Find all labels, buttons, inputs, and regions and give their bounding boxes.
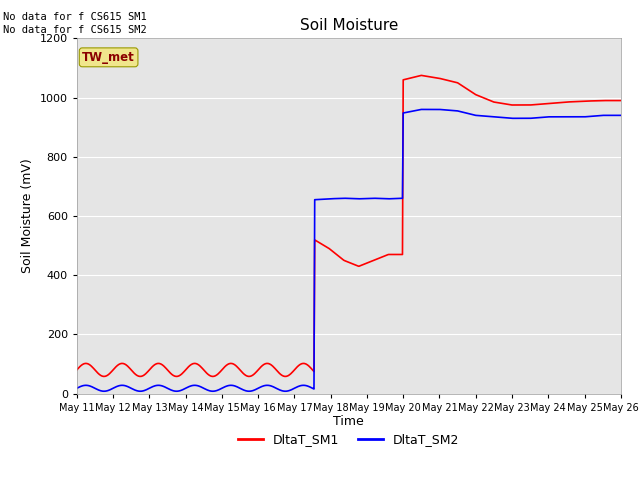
DltaT_SM2: [246, 388, 253, 394]
DltaT_SM2: [394, 195, 402, 201]
Text: No data for f CS615 SM2: No data for f CS615 SM2: [3, 25, 147, 35]
Line: DltaT_SM2: DltaT_SM2: [77, 109, 621, 391]
Text: TW_met: TW_met: [82, 51, 135, 64]
DltaT_SM1: [461, 84, 468, 90]
Legend: DltaT_SM1, DltaT_SM2: DltaT_SM1, DltaT_SM2: [233, 428, 465, 451]
DltaT_SM2: [417, 107, 425, 112]
DltaT_SM2: [73, 385, 81, 391]
DltaT_SM2: [157, 383, 164, 388]
DltaT_SM1: [100, 373, 108, 379]
Line: DltaT_SM1: DltaT_SM1: [77, 75, 621, 376]
DltaT_SM2: [617, 112, 625, 118]
DltaT_SM1: [482, 96, 490, 102]
X-axis label: Time: Time: [333, 415, 364, 429]
DltaT_SM2: [461, 110, 468, 116]
Y-axis label: Soil Moisture (mV): Soil Moisture (mV): [21, 158, 34, 274]
Text: No data for f CS615 SM1: No data for f CS615 SM1: [3, 12, 147, 22]
DltaT_SM1: [394, 252, 402, 257]
DltaT_SM1: [314, 239, 321, 244]
DltaT_SM2: [482, 113, 490, 119]
Title: Soil Moisture: Soil Moisture: [300, 18, 398, 33]
DltaT_SM1: [417, 72, 425, 78]
DltaT_SM1: [615, 98, 623, 104]
DltaT_SM1: [617, 98, 625, 104]
DltaT_SM2: [615, 112, 623, 118]
DltaT_SM1: [73, 367, 81, 373]
DltaT_SM1: [158, 361, 166, 367]
DltaT_SM2: [314, 197, 321, 203]
